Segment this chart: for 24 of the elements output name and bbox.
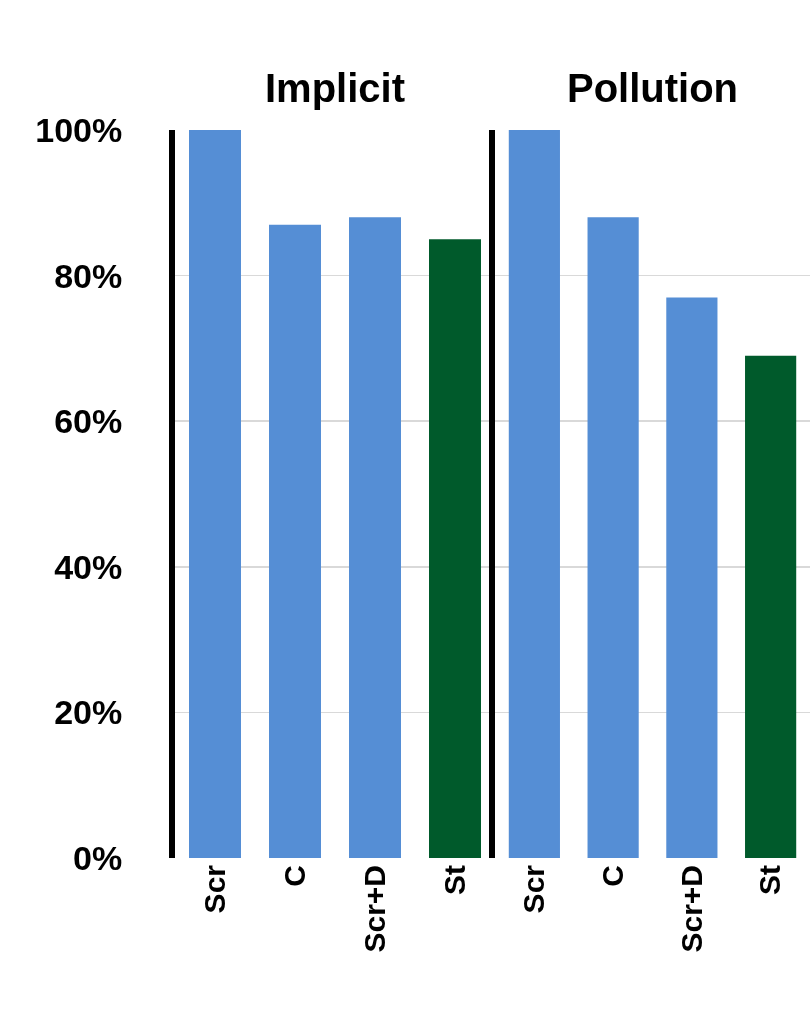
x-tick-label: St [437, 864, 471, 895]
x-tick-label: C [277, 865, 311, 887]
bar [429, 239, 481, 858]
y-tick-label: 100% [35, 110, 123, 149]
bar [189, 130, 241, 858]
x-tick-label: Scr+D [674, 865, 708, 953]
bar [745, 355, 797, 858]
bar [587, 217, 639, 858]
x-tick-label: St [753, 864, 787, 895]
x-tick-label: Scr [517, 864, 551, 914]
y-tick-label: 80% [54, 256, 123, 295]
y-tick-label: 40% [54, 547, 123, 586]
y-tick-label: 0% [73, 838, 123, 877]
x-tick-label: Scr [197, 864, 231, 914]
y-tick-label: 60% [54, 402, 123, 441]
x-tick-label: Scr+D [357, 865, 391, 953]
x-tick-label: C [595, 865, 629, 887]
chart-title: Pollution [566, 66, 739, 110]
chart-title: Implicit [264, 66, 406, 110]
bar [269, 224, 321, 858]
bar [349, 217, 401, 858]
y-tick-label: 20% [54, 693, 123, 732]
bar [508, 130, 560, 858]
bar [666, 297, 718, 858]
